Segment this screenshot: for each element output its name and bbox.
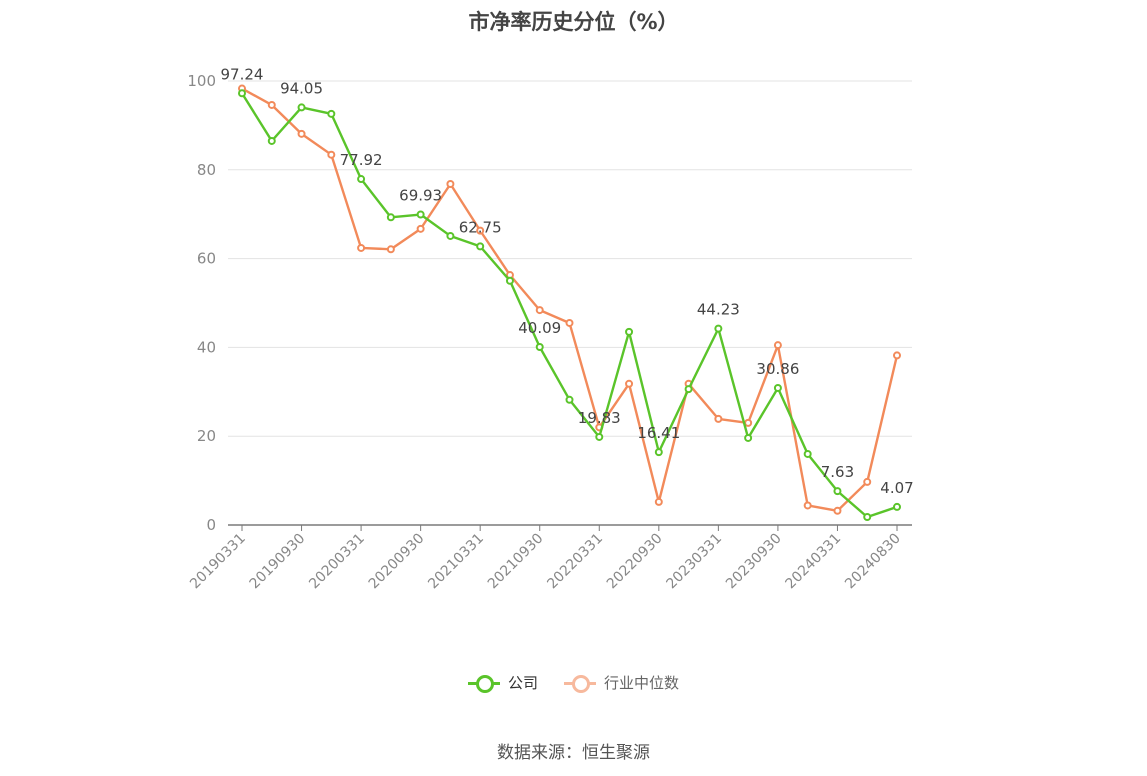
industry-data-point — [357, 243, 366, 252]
x-tick-label: 20240830 — [842, 531, 904, 593]
industry-data-point — [833, 506, 842, 515]
industry-data-point — [654, 497, 663, 506]
industry-data-point — [744, 418, 753, 427]
company-data-point — [565, 395, 574, 404]
industry-data-point — [535, 306, 544, 315]
company-data-point — [505, 276, 514, 285]
data-label: 7.63 — [821, 463, 854, 481]
data-label: 62.75 — [459, 218, 502, 236]
company-data-point — [714, 324, 723, 333]
company-data-point — [595, 432, 604, 441]
x-tick-label: 20210331 — [425, 531, 487, 593]
y-tick-label: 100 — [187, 72, 216, 90]
x-tick-label: 20220331 — [544, 531, 606, 593]
data-label: 77.92 — [340, 151, 383, 169]
company-data-point — [386, 213, 395, 222]
company-data-point — [684, 385, 693, 394]
industry-data-point — [773, 341, 782, 350]
industry-data-point — [267, 100, 276, 109]
y-tick-label: 60 — [197, 250, 216, 268]
industry-data-point — [565, 318, 574, 327]
x-tick-label: 20190930 — [247, 531, 309, 593]
company-data-point — [357, 175, 366, 184]
industry-data-point — [893, 351, 901, 360]
company-data-point — [803, 449, 812, 458]
x-tick-label: 20200930 — [366, 531, 428, 593]
industry-data-point — [476, 226, 485, 235]
industry-data-point — [863, 477, 872, 486]
industry-data-point — [297, 129, 306, 138]
company-data-point — [535, 343, 544, 352]
legend-item-company[interactable]: 公司 — [467, 672, 538, 693]
x-tick-label: 20230331 — [663, 531, 725, 593]
data-label: 40.09 — [518, 319, 561, 337]
industry-data-point — [327, 150, 336, 159]
data-label: 30.86 — [756, 360, 799, 378]
company-data-point — [446, 231, 455, 240]
company-data-point — [416, 210, 425, 219]
industry-data-point — [416, 224, 425, 233]
company-data-point — [625, 327, 634, 336]
chart-title: 市净率历史分位（%） — [468, 10, 679, 34]
industry-data-point — [714, 414, 723, 423]
y-tick-label: 20 — [197, 427, 216, 445]
data-label: 94.05 — [280, 79, 323, 97]
company-data-point — [654, 448, 663, 457]
company-data-point — [744, 433, 753, 442]
data-label: 19.83 — [578, 409, 621, 427]
x-tick-label: 20220930 — [604, 531, 666, 593]
data-label: 97.24 — [221, 65, 264, 83]
legend-label: 公司 — [507, 674, 538, 692]
legend-marker-icon — [467, 674, 500, 693]
x-tick-label: 20210930 — [485, 531, 547, 593]
industry-data-point — [803, 501, 812, 510]
data-label: 44.23 — [697, 301, 740, 319]
company-data-point — [773, 383, 782, 392]
y-tick-label: 40 — [197, 338, 216, 356]
legend-marker-icon — [564, 674, 596, 693]
data-label: 16.41 — [637, 424, 680, 442]
data-label: 4.07 — [880, 479, 913, 497]
company-data-point — [297, 103, 306, 112]
company-data-point — [327, 109, 336, 118]
industry-data-point — [386, 245, 395, 254]
x-tick-label: 20200331 — [306, 531, 368, 593]
legend-label: 行业中位数 — [604, 674, 680, 692]
x-tick-label: 20230930 — [723, 531, 785, 593]
legend-item-industry[interactable]: 行业中位数 — [564, 672, 679, 693]
x-tick-label: 20240331 — [783, 531, 845, 593]
x-tick-label: 20190331 — [187, 531, 249, 593]
legend: 公司 行业中位数 — [0, 672, 1147, 693]
company-data-point — [863, 513, 872, 522]
company-data-point — [833, 487, 842, 496]
data-source: 数据来源：恒生聚源 — [497, 743, 650, 763]
company-data-point — [476, 242, 485, 251]
y-tick-label: 80 — [197, 161, 216, 179]
data-label: 69.93 — [399, 187, 442, 205]
company-data-point — [893, 502, 901, 511]
industry-data-point — [446, 180, 455, 189]
company-data-point — [238, 89, 246, 98]
company-data-point — [267, 136, 276, 145]
industry-data-point — [625, 379, 634, 388]
y-tick-label: 0 — [206, 516, 216, 534]
